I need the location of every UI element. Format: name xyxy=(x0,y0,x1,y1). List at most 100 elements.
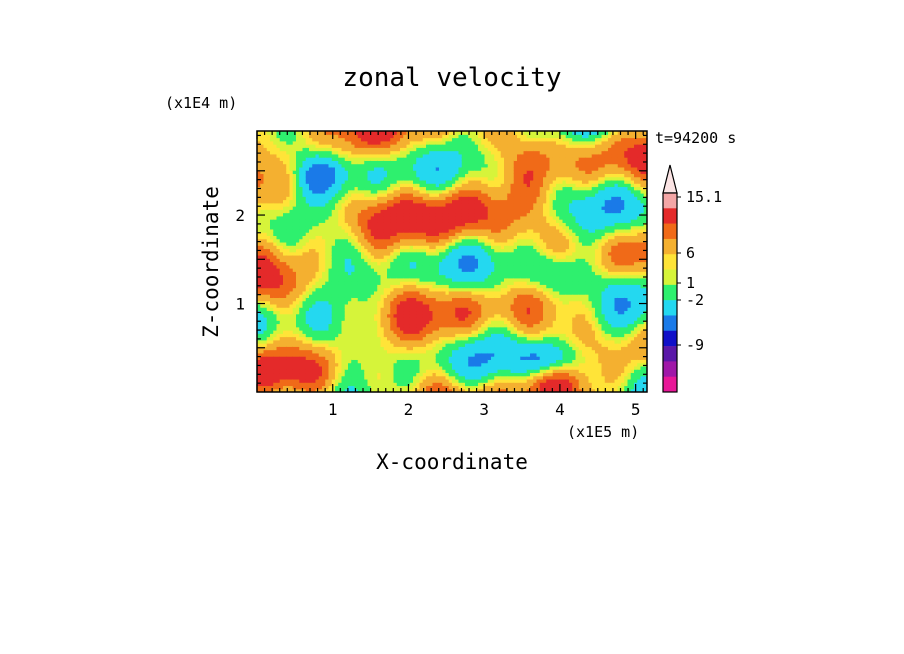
field-cell xyxy=(416,349,421,354)
field-cell xyxy=(416,261,421,266)
field-cell xyxy=(367,163,372,168)
field-cell xyxy=(377,251,382,256)
field-cell xyxy=(318,222,323,227)
field-cell xyxy=(413,225,417,230)
field-cell xyxy=(309,192,313,197)
field-cell xyxy=(442,209,447,214)
field-cell xyxy=(419,219,424,223)
field-cell xyxy=(266,137,271,142)
field-cell xyxy=(429,323,434,328)
field-cell xyxy=(370,284,375,289)
field-cell xyxy=(276,199,281,204)
field-cell xyxy=(393,268,398,272)
field-cell xyxy=(370,235,375,240)
field-cell xyxy=(289,310,294,315)
field-cell xyxy=(452,225,456,230)
field-cell xyxy=(448,365,453,370)
field-cell xyxy=(429,352,434,357)
field-cell xyxy=(292,268,297,272)
field-cell xyxy=(396,202,401,207)
field-cell xyxy=(354,166,359,171)
field-cell xyxy=(328,215,333,220)
field-cell xyxy=(344,316,349,321)
field-cell xyxy=(409,359,414,364)
field-cell xyxy=(367,290,372,295)
field-cell xyxy=(357,343,362,347)
field-cell xyxy=(393,222,398,227)
field-cell xyxy=(374,222,378,227)
field-cell xyxy=(341,359,346,364)
field-cell xyxy=(387,281,391,285)
field-cell xyxy=(377,294,382,298)
field-cell xyxy=(380,303,385,308)
field-cell xyxy=(361,235,365,240)
field-cell xyxy=(439,303,443,308)
field-cell xyxy=(266,222,271,227)
field-cell xyxy=(276,284,281,289)
field-cell xyxy=(400,170,404,175)
field-cell xyxy=(257,375,261,380)
field-cell xyxy=(380,150,385,155)
field-cell xyxy=(370,378,375,383)
field-cell xyxy=(305,251,310,256)
field-cell xyxy=(292,320,297,325)
field-cell xyxy=(383,336,388,341)
field-cell xyxy=(289,192,294,197)
field-cell xyxy=(289,352,294,357)
field-cell xyxy=(331,222,336,227)
field-cell xyxy=(341,333,346,338)
field-cell xyxy=(393,313,398,318)
field-cell xyxy=(416,183,421,188)
field-cell xyxy=(429,144,434,148)
field-cell xyxy=(400,356,404,360)
field-cell xyxy=(322,189,326,194)
field-cell xyxy=(432,294,437,298)
field-cell xyxy=(406,212,411,217)
field-cell xyxy=(351,153,356,158)
field-cell xyxy=(361,134,365,139)
field-cell xyxy=(273,300,278,305)
field-cell xyxy=(263,290,268,295)
field-cell xyxy=(322,170,326,175)
field-cell xyxy=(393,228,398,233)
field-cell xyxy=(315,183,320,188)
field-cell xyxy=(354,264,359,269)
field-cell xyxy=(328,140,333,145)
field-cell xyxy=(390,254,395,259)
field-cell xyxy=(364,382,369,387)
field-cell xyxy=(270,209,274,214)
field-cell xyxy=(315,290,320,295)
field-cell xyxy=(364,281,369,285)
field-cell xyxy=(422,157,427,161)
field-cell xyxy=(299,378,304,383)
field-cell xyxy=(305,238,310,243)
field-cell xyxy=(335,277,339,282)
field-cell xyxy=(312,336,317,341)
field-cell xyxy=(302,248,307,253)
field-cell xyxy=(439,310,443,315)
field-cell xyxy=(390,196,395,201)
field-cell xyxy=(338,163,343,168)
field-cell xyxy=(377,333,382,338)
field-cell xyxy=(312,228,317,233)
field-cell xyxy=(448,219,453,223)
field-cell xyxy=(442,153,447,158)
field-cell xyxy=(442,385,447,390)
field-cell xyxy=(413,281,417,285)
field-cell xyxy=(338,245,343,250)
field-cell xyxy=(357,382,362,387)
field-cell xyxy=(299,300,304,305)
field-cell xyxy=(387,196,391,201)
field-cell xyxy=(361,339,365,344)
field-cell xyxy=(328,300,333,305)
field-cell xyxy=(458,385,463,390)
field-cell xyxy=(458,378,463,383)
field-cell xyxy=(357,297,362,302)
field-cell xyxy=(361,378,365,383)
field-cell xyxy=(445,297,450,302)
field-cell xyxy=(400,349,404,354)
field-cell xyxy=(455,206,460,210)
field-cell xyxy=(302,287,307,292)
field-cell xyxy=(403,277,408,282)
field-cell xyxy=(263,258,268,263)
